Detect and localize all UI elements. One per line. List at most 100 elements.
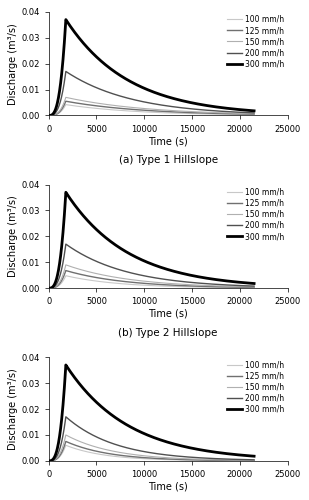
200 mm/h xyxy=(47,285,50,291)
Line: 150 mm/h: 150 mm/h xyxy=(49,98,254,116)
Line: 125 mm/h: 125 mm/h xyxy=(49,442,254,461)
200 mm/h xyxy=(47,112,50,118)
100 mm/h xyxy=(189,284,193,290)
Line: 300 mm/h: 300 mm/h xyxy=(49,365,254,461)
200 mm/h xyxy=(121,444,125,450)
125 mm/h xyxy=(252,284,256,290)
100 mm/h xyxy=(189,457,193,463)
Line: 100 mm/h: 100 mm/h xyxy=(49,276,254,288)
300 mm/h xyxy=(50,112,54,117)
200 mm/h xyxy=(78,250,82,256)
100 mm/h xyxy=(121,281,125,287)
300 mm/h xyxy=(180,443,184,449)
100 mm/h xyxy=(64,102,68,107)
Text: (b) Type 2 Hillslope: (b) Type 2 Hillslope xyxy=(118,328,218,338)
150 mm/h xyxy=(121,450,125,456)
300 mm/h xyxy=(180,98,184,103)
125 mm/h xyxy=(189,456,193,462)
200 mm/h xyxy=(50,458,54,464)
100 mm/h xyxy=(252,112,256,117)
X-axis label: Time (s): Time (s) xyxy=(148,309,188,319)
300 mm/h xyxy=(47,112,50,118)
Y-axis label: Discharge (m³/s): Discharge (m³/s) xyxy=(8,368,18,450)
Line: 125 mm/h: 125 mm/h xyxy=(49,101,254,116)
200 mm/h xyxy=(47,458,50,464)
X-axis label: Time (s): Time (s) xyxy=(148,482,188,492)
125 mm/h xyxy=(121,278,125,284)
Line: 150 mm/h: 150 mm/h xyxy=(49,435,254,461)
300 mm/h xyxy=(189,445,193,451)
100 mm/h xyxy=(47,285,50,291)
150 mm/h xyxy=(50,112,54,118)
200 mm/h xyxy=(180,454,184,460)
Legend: 100 mm/h, 125 mm/h, 150 mm/h, 200 mm/h, 300 mm/h: 100 mm/h, 125 mm/h, 150 mm/h, 200 mm/h, … xyxy=(225,358,286,416)
125 mm/h xyxy=(189,110,193,116)
300 mm/h xyxy=(189,272,193,278)
125 mm/h xyxy=(78,100,82,106)
150 mm/h xyxy=(235,457,238,463)
300 mm/h xyxy=(78,382,82,388)
200 mm/h xyxy=(64,68,68,74)
150 mm/h xyxy=(252,284,256,290)
100 mm/h xyxy=(64,442,68,448)
Line: 150 mm/h: 150 mm/h xyxy=(49,265,254,288)
125 mm/h xyxy=(50,112,54,118)
200 mm/h xyxy=(189,280,193,285)
300 mm/h xyxy=(235,279,238,285)
150 mm/h xyxy=(47,112,50,118)
150 mm/h xyxy=(252,110,256,116)
150 mm/h xyxy=(189,282,193,288)
100 mm/h xyxy=(252,458,256,464)
100 mm/h xyxy=(78,104,82,110)
200 mm/h xyxy=(78,77,82,83)
100 mm/h xyxy=(180,110,184,116)
125 mm/h xyxy=(78,272,82,278)
150 mm/h xyxy=(121,104,125,110)
100 mm/h xyxy=(50,285,54,291)
200 mm/h xyxy=(78,425,82,431)
200 mm/h xyxy=(64,241,68,247)
150 mm/h xyxy=(64,94,68,100)
125 mm/h xyxy=(64,98,68,104)
100 mm/h xyxy=(180,457,184,463)
300 mm/h xyxy=(252,453,256,459)
300 mm/h xyxy=(121,420,125,426)
300 mm/h xyxy=(64,190,68,196)
125 mm/h xyxy=(189,283,193,289)
200 mm/h xyxy=(235,456,238,462)
150 mm/h xyxy=(189,456,193,462)
100 mm/h xyxy=(121,108,125,114)
Line: 200 mm/h: 200 mm/h xyxy=(49,417,254,461)
125 mm/h xyxy=(180,109,184,115)
150 mm/h xyxy=(50,458,54,464)
125 mm/h xyxy=(47,285,50,291)
150 mm/h xyxy=(47,285,50,291)
125 mm/h xyxy=(121,106,125,112)
Legend: 100 mm/h, 125 mm/h, 150 mm/h, 200 mm/h, 300 mm/h: 100 mm/h, 125 mm/h, 150 mm/h, 200 mm/h, … xyxy=(225,14,286,70)
100 mm/h xyxy=(121,454,125,460)
150 mm/h xyxy=(47,458,50,464)
125 mm/h xyxy=(78,444,82,450)
100 mm/h xyxy=(64,272,68,278)
Line: 100 mm/h: 100 mm/h xyxy=(49,446,254,461)
125 mm/h xyxy=(47,458,50,464)
Y-axis label: Discharge (m³/s): Discharge (m³/s) xyxy=(8,196,18,277)
200 mm/h xyxy=(235,282,238,288)
200 mm/h xyxy=(252,283,256,289)
150 mm/h xyxy=(50,285,54,291)
200 mm/h xyxy=(189,454,193,460)
Line: 200 mm/h: 200 mm/h xyxy=(49,72,254,116)
Line: 300 mm/h: 300 mm/h xyxy=(49,192,254,288)
200 mm/h xyxy=(189,106,193,112)
Legend: 100 mm/h, 125 mm/h, 150 mm/h, 200 mm/h, 300 mm/h: 100 mm/h, 125 mm/h, 150 mm/h, 200 mm/h, … xyxy=(225,186,286,242)
125 mm/h xyxy=(64,268,68,274)
125 mm/h xyxy=(180,456,184,462)
200 mm/h xyxy=(180,105,184,111)
300 mm/h xyxy=(252,108,256,114)
100 mm/h xyxy=(235,458,238,464)
200 mm/h xyxy=(252,457,256,463)
150 mm/h xyxy=(64,432,68,438)
100 mm/h xyxy=(235,284,238,290)
300 mm/h xyxy=(252,280,256,286)
200 mm/h xyxy=(50,112,54,118)
